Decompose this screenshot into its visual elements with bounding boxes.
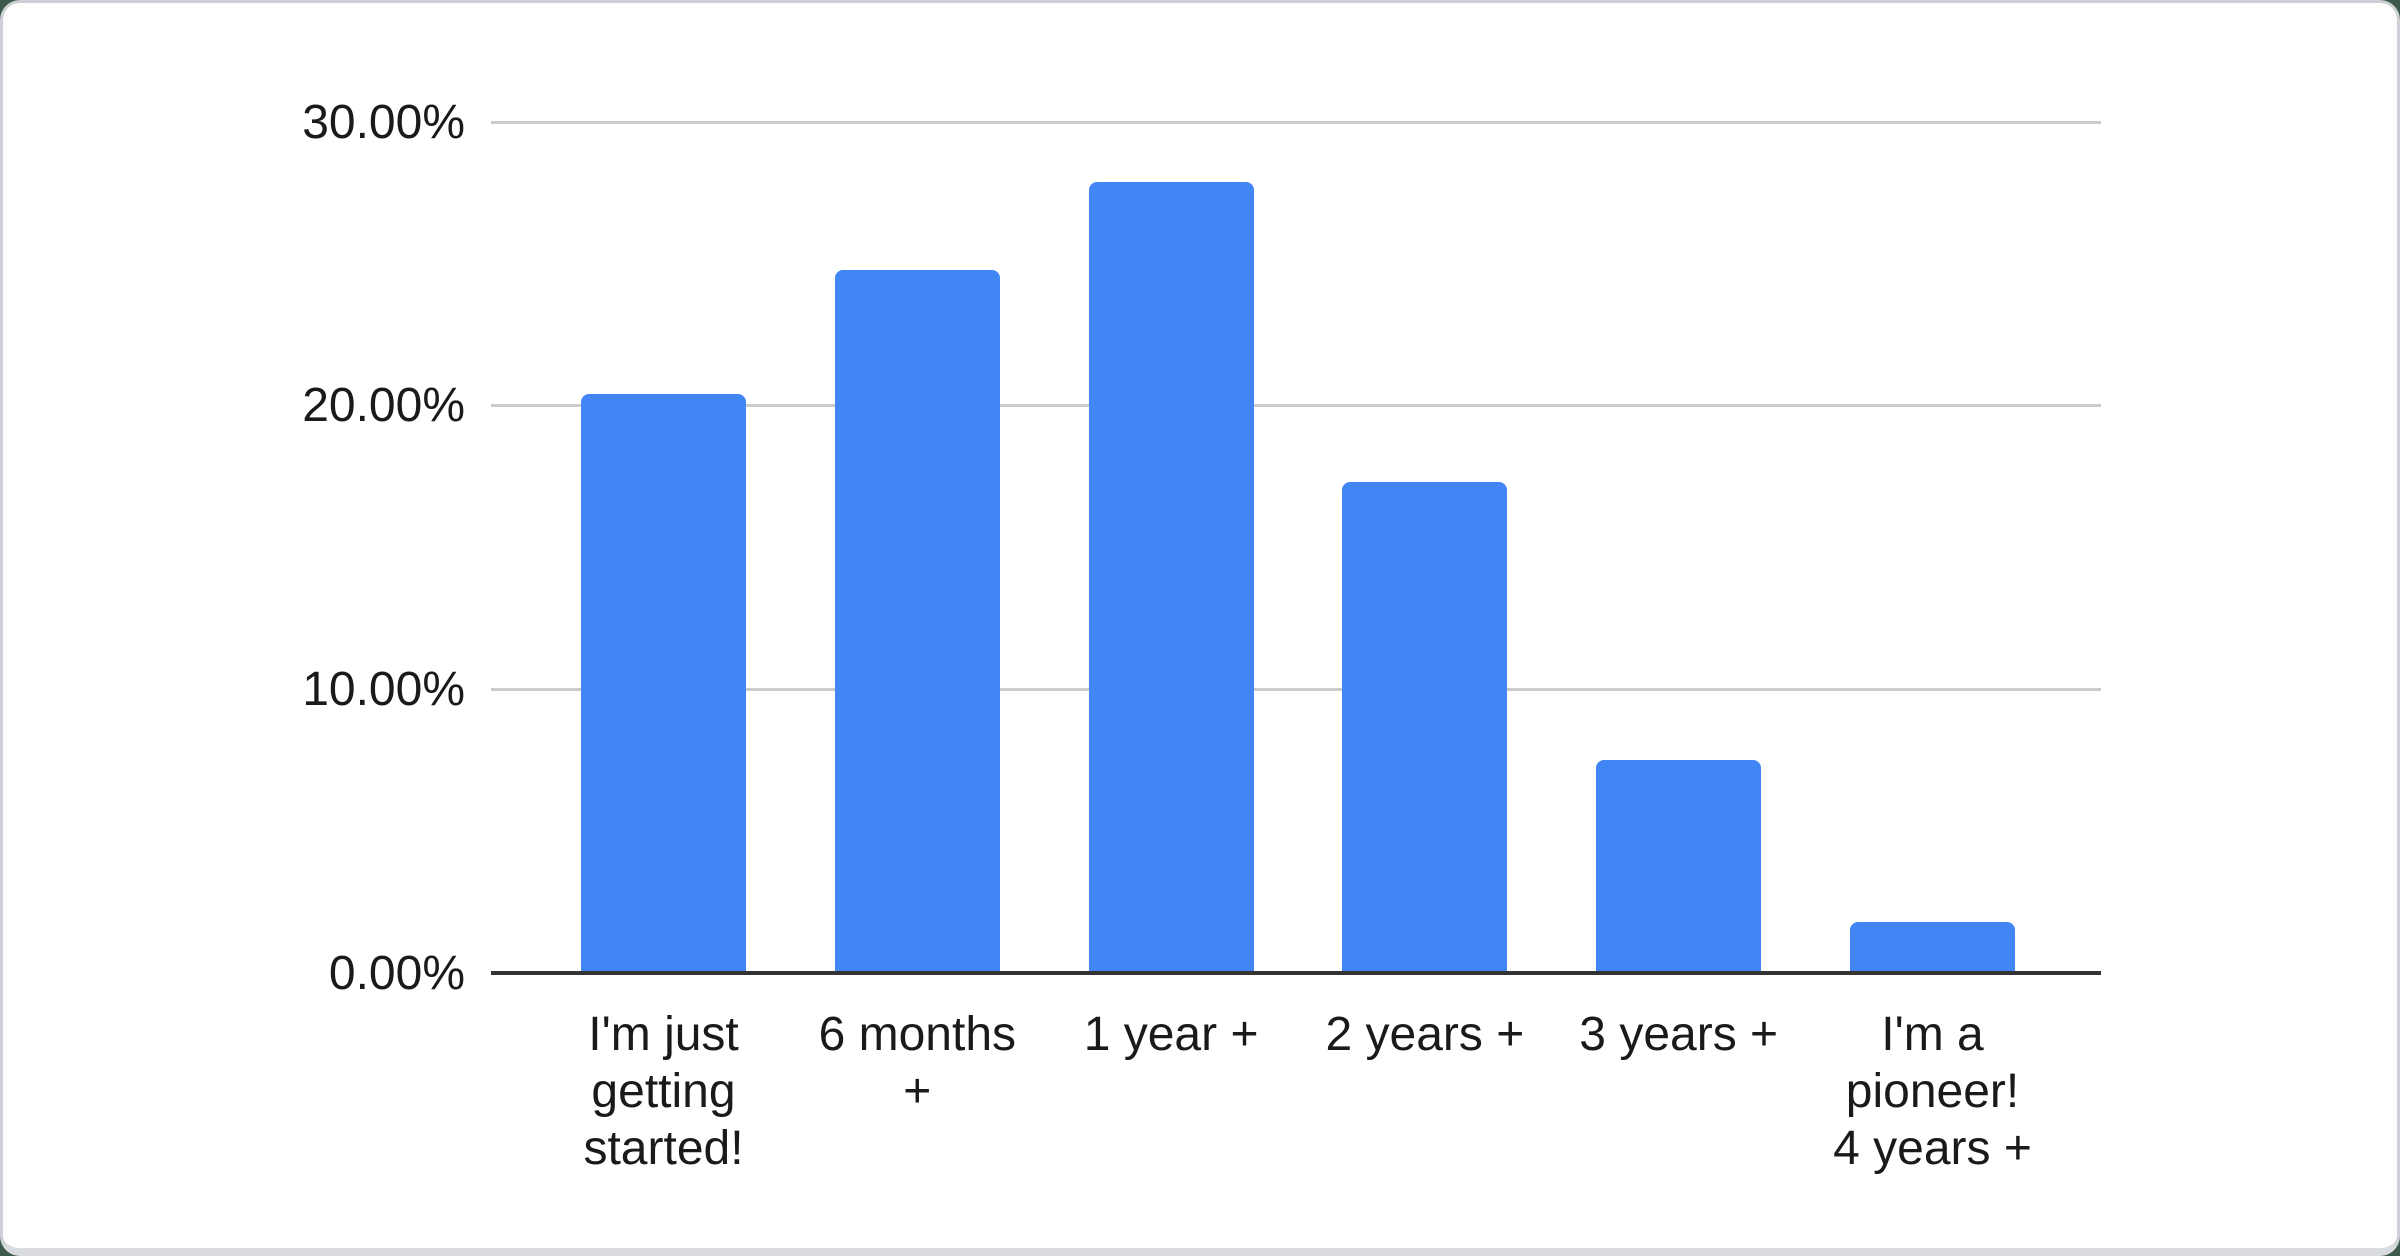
x-category-label-line: +: [903, 1065, 932, 1118]
y-tick-label: 0.00%: [328, 946, 465, 1000]
bar: [834, 269, 1000, 973]
y-tick-label: 10.00%: [302, 662, 465, 716]
x-category-label-line: pioneer!: [1845, 1065, 2020, 1118]
x-category-label-line: getting: [591, 1065, 736, 1118]
bar-chart: 0.00% 10.00% 20.00% 30.00% I'm just getting st…: [3, 3, 2397, 1248]
x-category-label-line: started!: [583, 1122, 744, 1175]
bar: [1596, 760, 1762, 973]
bar: [581, 394, 746, 973]
y-gridline: [491, 120, 2101, 124]
x-category-label-line: 1 year +: [1083, 1008, 1259, 1061]
x-category-label: 6 months +: [819, 1006, 1016, 1120]
x-category-label-line: 3 years +: [1579, 1008, 1779, 1061]
y-gridline: [491, 404, 2101, 408]
bar: [1342, 482, 1508, 973]
x-category-label-line: 2 years +: [1325, 1008, 1525, 1061]
y-gridline: [491, 687, 2101, 691]
x-axis-line: [491, 971, 2101, 975]
x-category-label: I'm just getting started!: [583, 1006, 743, 1177]
bar: [1088, 181, 1254, 973]
y-tick-label: 30.00%: [302, 95, 465, 149]
x-category-label: I'm a pioneer! 4 years +: [1833, 1006, 2032, 1177]
x-category-label-line: I'm a: [1881, 1008, 1984, 1061]
x-category-label: 1 year +: [1084, 1006, 1259, 1063]
y-tick-label: 20.00%: [302, 379, 465, 433]
x-category-label: 2 years +: [1326, 1006, 1525, 1063]
x-category-label-line: I'm just: [588, 1008, 739, 1061]
x-category-label: 3 years +: [1579, 1006, 1778, 1063]
x-category-label-line: 4 years +: [1833, 1122, 2032, 1175]
bar: [1850, 921, 2015, 973]
x-category-label-line: 6 months: [818, 1008, 1017, 1061]
